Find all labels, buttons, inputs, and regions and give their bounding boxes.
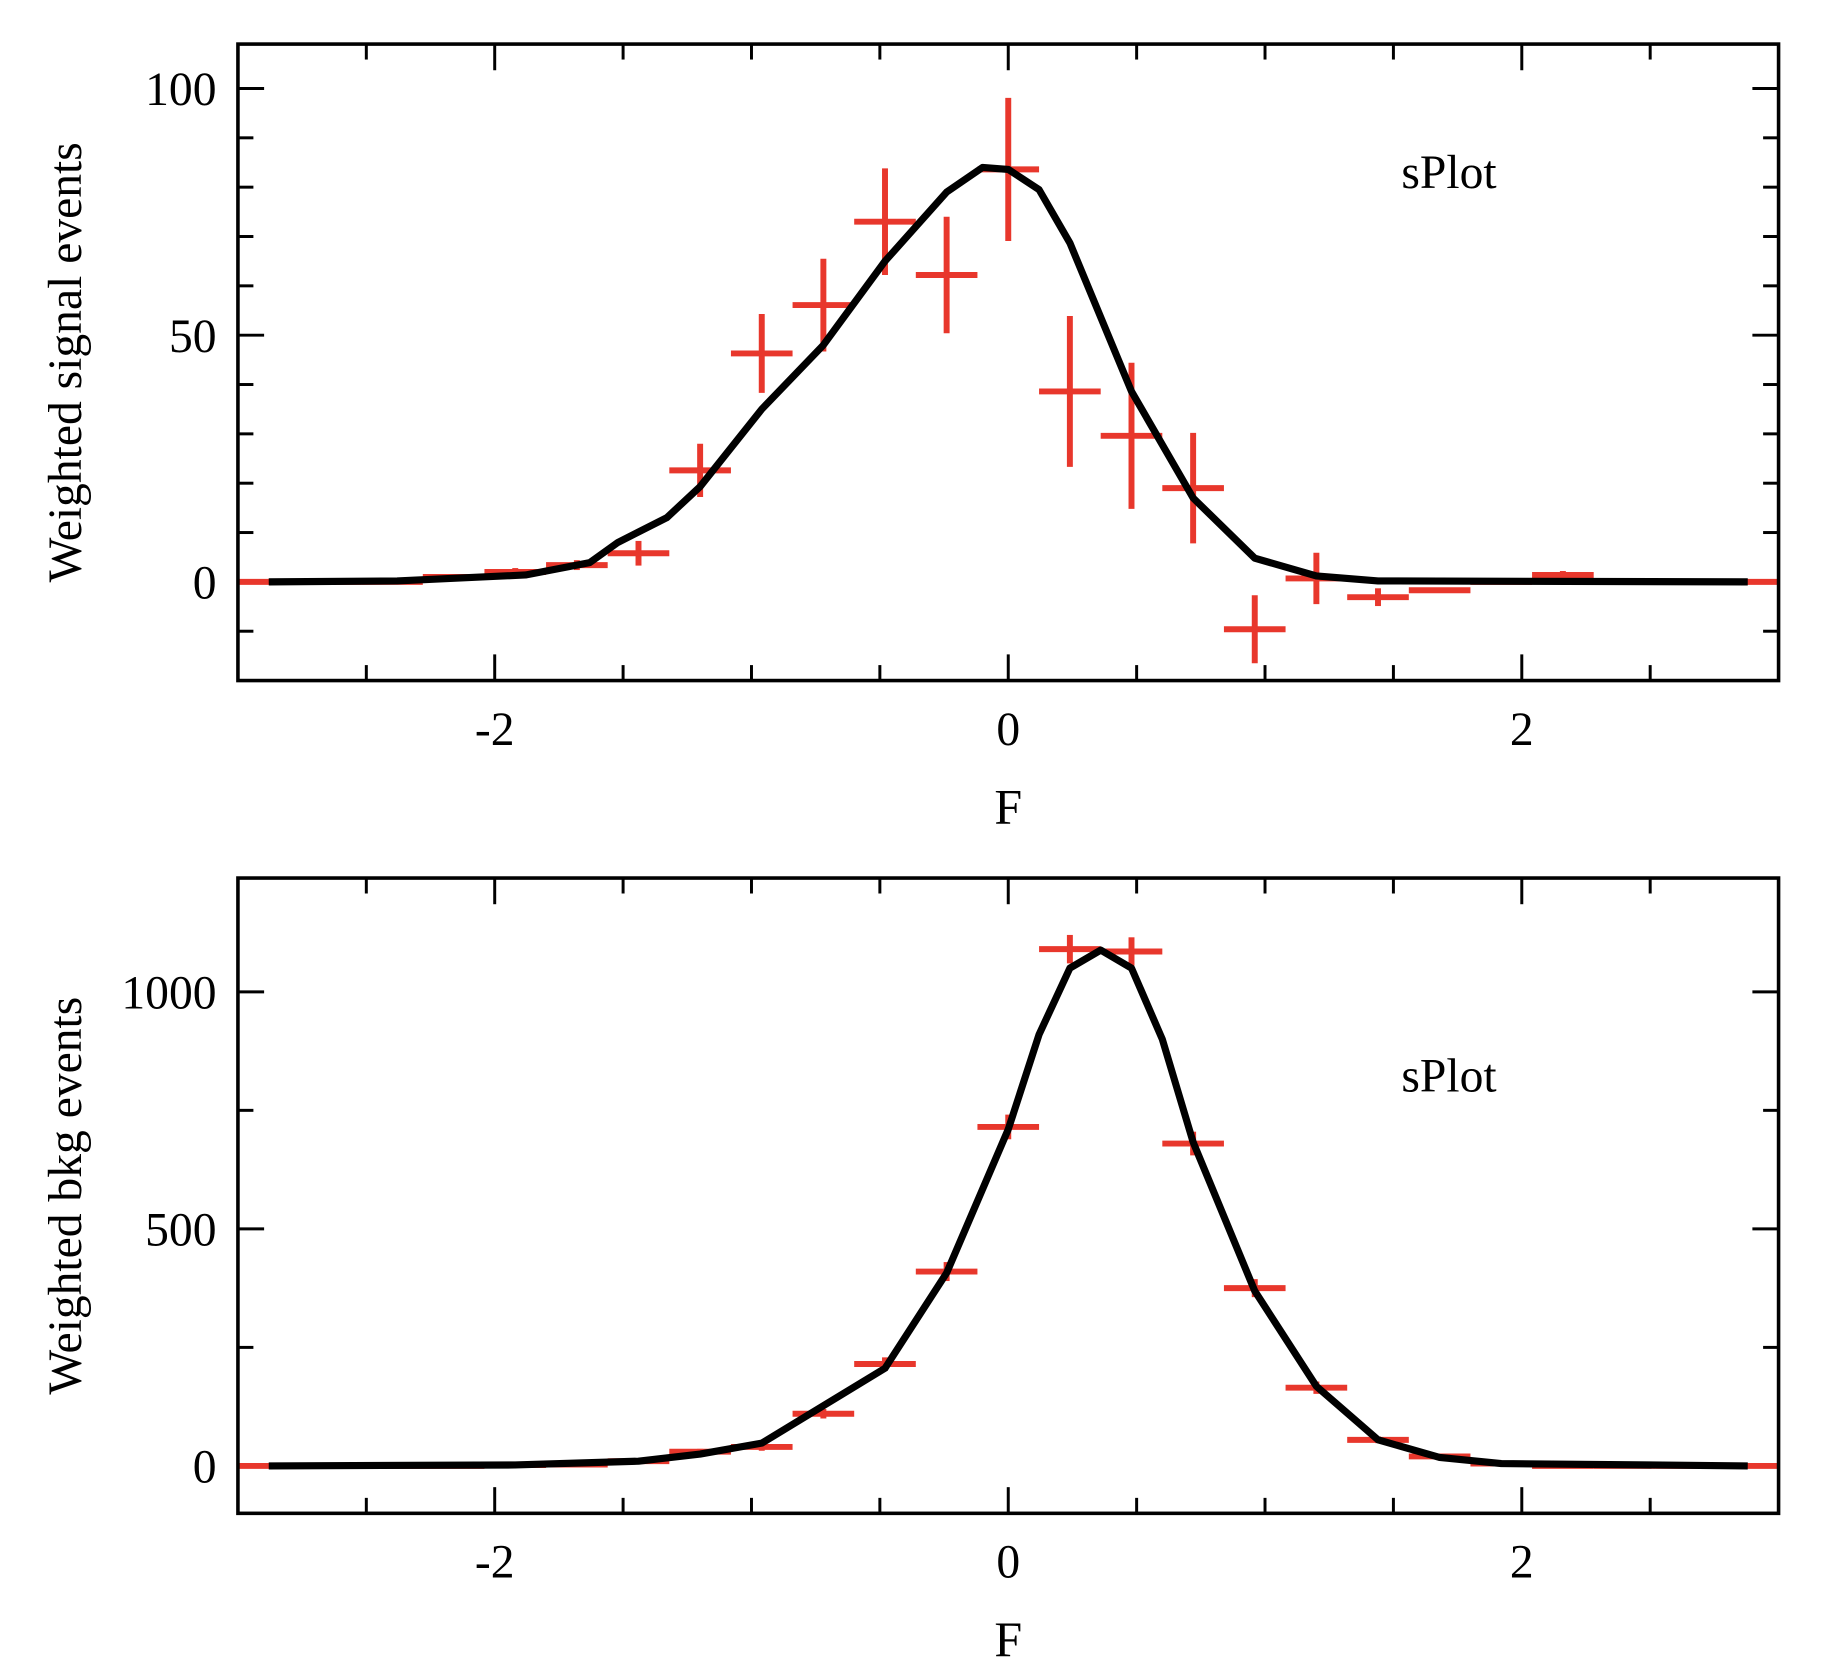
y-tick-label: 1000 bbox=[121, 967, 216, 1019]
x-tick-label: 0 bbox=[996, 704, 1020, 756]
fit-curve bbox=[268, 163, 1748, 586]
x-tick-label: -2 bbox=[475, 704, 515, 756]
y-tick-label: 0 bbox=[193, 558, 217, 610]
x-tick-label: 2 bbox=[1510, 704, 1534, 756]
x-axis-label: F bbox=[994, 778, 1022, 834]
plot-frame bbox=[236, 42, 1781, 683]
x-tick-label: 0 bbox=[996, 1537, 1020, 1589]
x-axis-label: F bbox=[994, 1611, 1022, 1667]
y-tick-label: 500 bbox=[145, 1205, 216, 1257]
y-tick-label: 0 bbox=[193, 1442, 217, 1494]
plot-frame bbox=[236, 876, 1781, 1516]
y-axis-label: Weighted signal events bbox=[40, 142, 92, 582]
annotation: sPlot bbox=[1401, 147, 1496, 199]
y-axis-label: Weighted bkg events bbox=[40, 997, 92, 1395]
x-tick-label: 2 bbox=[1510, 1537, 1534, 1589]
y-tick-label: 50 bbox=[169, 311, 217, 363]
x-tick-label: -2 bbox=[475, 1537, 515, 1589]
y-tick-label: 100 bbox=[145, 64, 216, 116]
annotation: sPlot bbox=[1401, 1051, 1496, 1103]
fit-curve bbox=[268, 946, 1748, 1470]
